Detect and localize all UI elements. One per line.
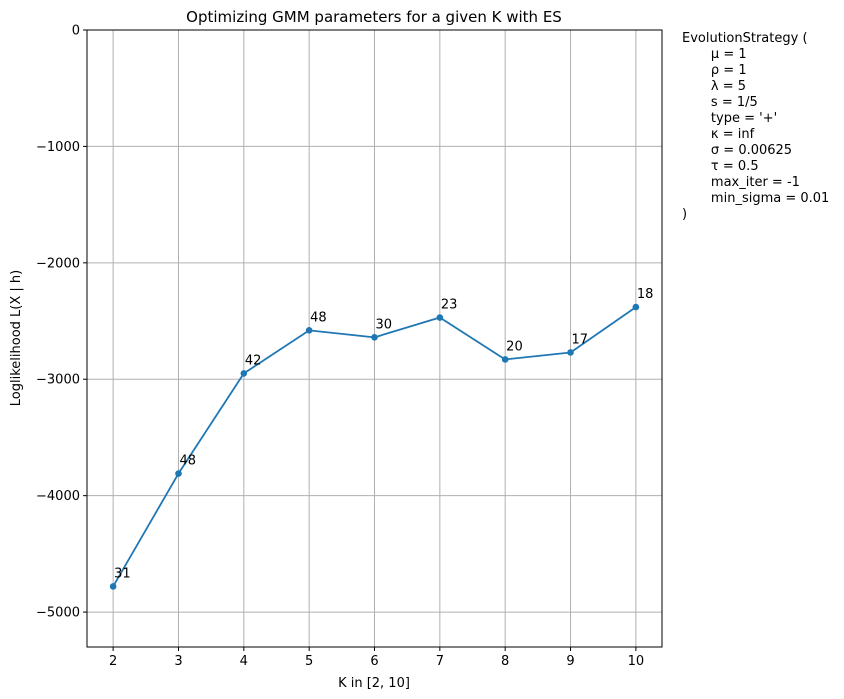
x-tick-label: 4	[240, 654, 248, 669]
y-axis-ticks: 0 −1000 −2000 −3000 −4000 −5000	[36, 24, 87, 621]
evolution-strategy-note: EvolutionStrategy ( μ = 1 ρ = 1 λ = 5 s …	[682, 31, 830, 222]
x-axis-label: K in [2, 10]	[338, 676, 410, 691]
chart-title: Optimizing GMM parameters for a given K …	[186, 8, 562, 26]
data-point	[240, 370, 248, 377]
data-point	[436, 314, 444, 321]
y-tick-label: −4000	[36, 489, 80, 504]
data-point	[109, 583, 117, 590]
point-label: 42	[245, 353, 262, 368]
data-points	[109, 303, 640, 590]
y-tick-label: −3000	[36, 373, 80, 388]
x-tick-label: 3	[174, 654, 182, 669]
point-label: 31	[114, 566, 131, 581]
x-tick-label: 8	[501, 654, 509, 669]
data-point	[632, 303, 640, 311]
x-tick-label: 9	[566, 654, 574, 669]
data-point	[567, 349, 574, 356]
point-label: 30	[376, 317, 393, 332]
point-label: 48	[310, 310, 327, 325]
y-tick-label: −1000	[36, 140, 80, 155]
y-axis-label: Loglikelihood L(X | h)	[9, 270, 24, 406]
data-point	[305, 327, 313, 334]
point-labels: 31 48 42 48 30 23 20 17 18	[114, 287, 653, 581]
data-point	[175, 470, 182, 477]
x-tick-label: 7	[436, 654, 444, 669]
x-tick-label: 2	[109, 654, 117, 669]
data-point	[501, 356, 509, 363]
point-label: 18	[637, 287, 654, 302]
point-label: 23	[441, 298, 458, 313]
x-tick-label: 6	[370, 654, 378, 669]
x-tick-label: 5	[305, 654, 313, 669]
point-label: 20	[506, 339, 523, 354]
y-tick-label: 0	[72, 24, 80, 39]
data-point	[371, 334, 378, 341]
point-label: 48	[179, 454, 196, 469]
x-tick-label: 10	[628, 654, 645, 669]
x-axis-ticks: 2 3 4 5 6 7 8 9 10	[109, 647, 644, 669]
y-tick-label: −5000	[36, 606, 80, 621]
point-label: 17	[572, 332, 589, 347]
y-tick-label: −2000	[36, 256, 80, 271]
